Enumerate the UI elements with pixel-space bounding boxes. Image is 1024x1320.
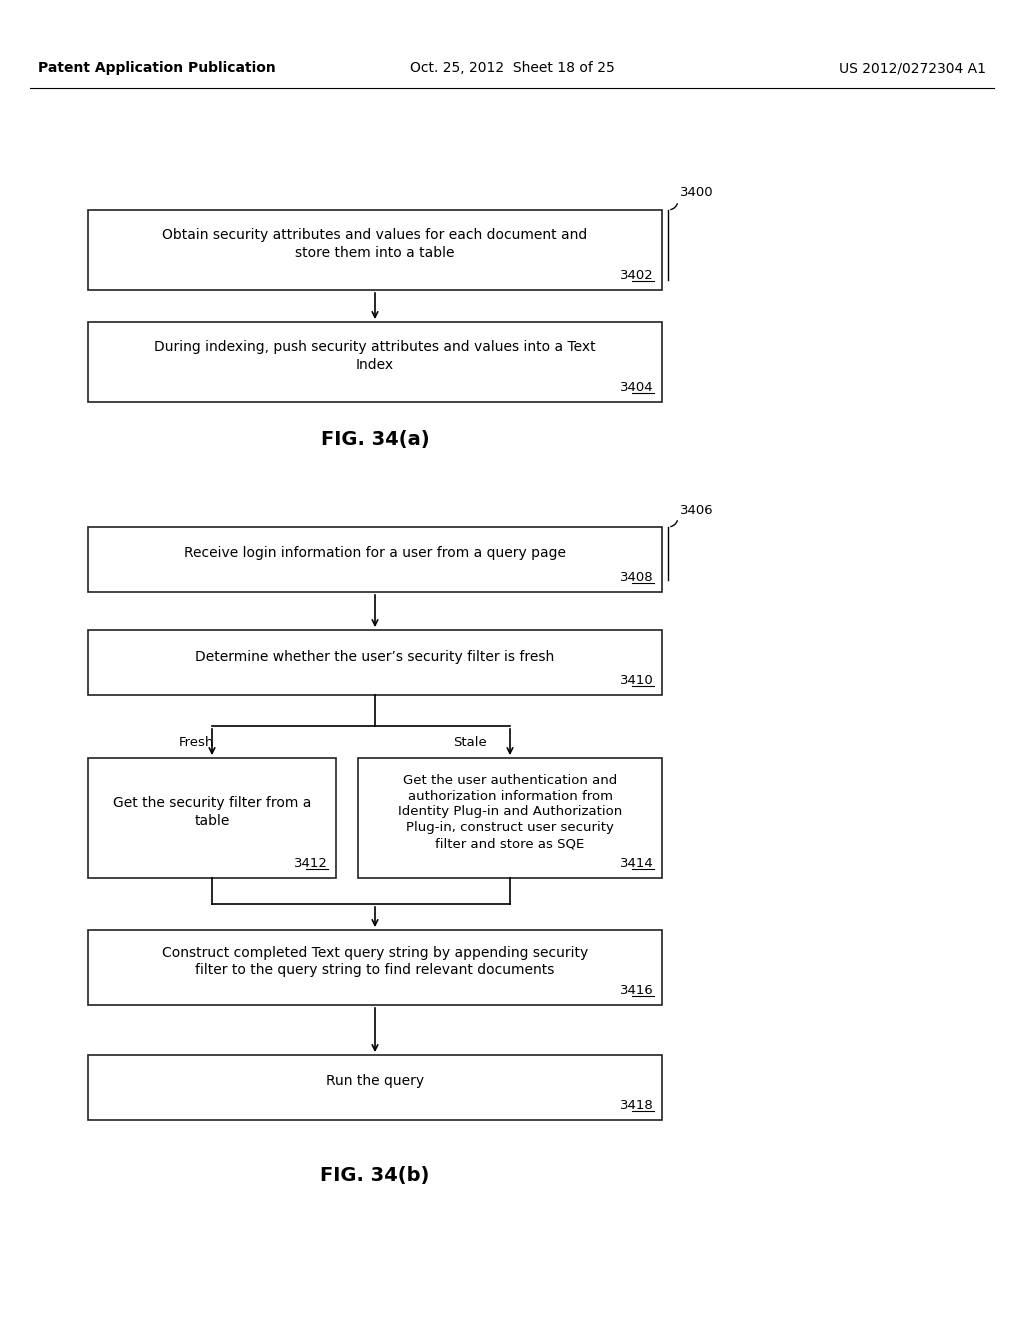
FancyBboxPatch shape [358,758,662,878]
Text: 3408: 3408 [621,572,654,583]
Text: FIG. 34(b): FIG. 34(b) [321,1166,430,1184]
Text: 3404: 3404 [621,381,654,393]
Text: Stale: Stale [454,735,486,748]
Text: 3400: 3400 [680,186,714,199]
Text: Oct. 25, 2012  Sheet 18 of 25: Oct. 25, 2012 Sheet 18 of 25 [410,61,614,75]
Text: 3418: 3418 [621,1100,654,1111]
Text: 3416: 3416 [621,983,654,997]
Text: 3412: 3412 [294,857,328,870]
FancyBboxPatch shape [88,758,336,878]
Text: 3414: 3414 [621,857,654,870]
Text: 3402: 3402 [621,269,654,282]
Text: Obtain security attributes and values for each document and
store them into a ta: Obtain security attributes and values fo… [163,228,588,260]
Text: 3406: 3406 [680,503,714,516]
FancyBboxPatch shape [88,630,662,696]
FancyBboxPatch shape [88,322,662,403]
Text: Run the query: Run the query [326,1074,424,1089]
Text: Construct completed Text query string by appending security
filter to the query : Construct completed Text query string by… [162,946,588,977]
Text: US 2012/0272304 A1: US 2012/0272304 A1 [839,61,986,75]
FancyBboxPatch shape [88,931,662,1005]
Text: Fresh: Fresh [178,735,214,748]
Text: Get the security filter from a
table: Get the security filter from a table [113,796,311,828]
Text: During indexing, push security attributes and values into a Text
Index: During indexing, push security attribute… [155,341,596,372]
FancyBboxPatch shape [88,527,662,591]
Text: 3410: 3410 [621,675,654,686]
Text: FIG. 34(a): FIG. 34(a) [321,430,429,450]
FancyBboxPatch shape [88,1055,662,1119]
Text: Patent Application Publication: Patent Application Publication [38,61,275,75]
Text: Get the user authentication and
authorization information from
Identity Plug-in : Get the user authentication and authoriz… [398,774,623,850]
Text: Receive login information for a user from a query page: Receive login information for a user fro… [184,546,566,561]
Text: Determine whether the user’s security filter is fresh: Determine whether the user’s security fi… [196,649,555,664]
FancyBboxPatch shape [88,210,662,290]
